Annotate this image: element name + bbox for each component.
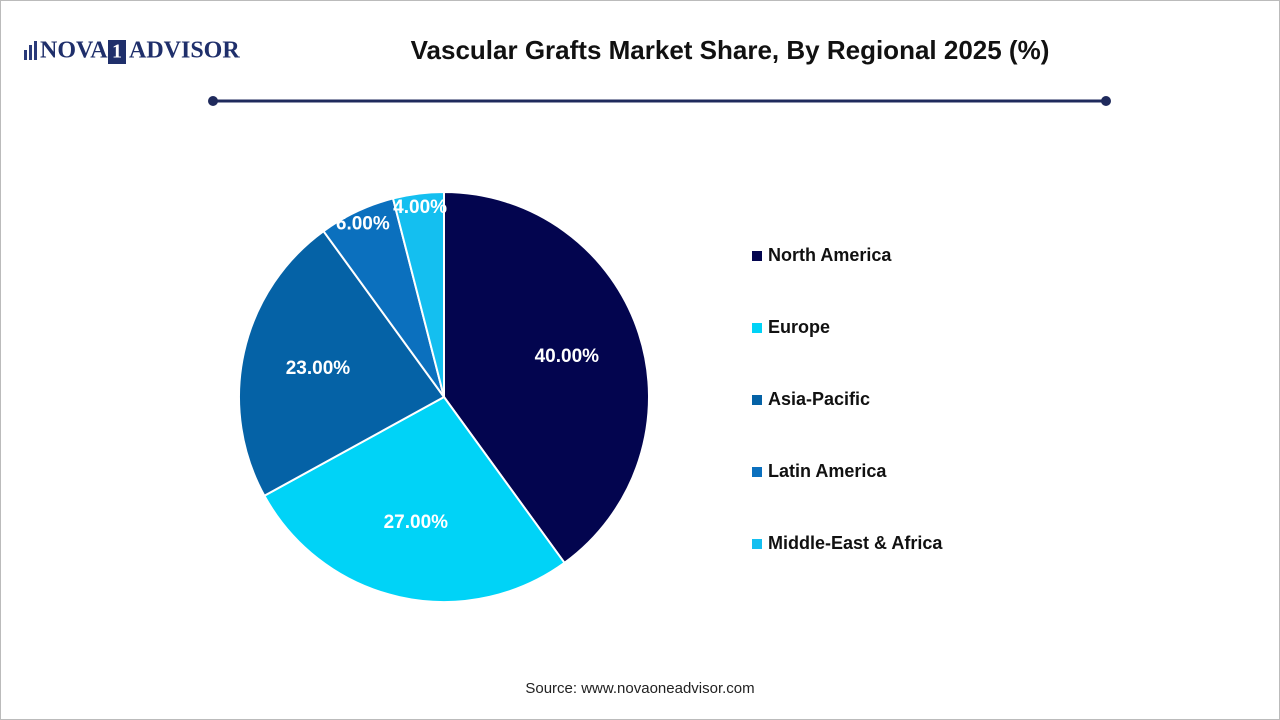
logo-text: NOVA xyxy=(40,38,108,64)
source-note: Source: www.novaoneadvisor.com xyxy=(525,680,754,697)
legend-label: Middle-East & Africa xyxy=(768,533,943,553)
pie-slice xyxy=(262,395,566,603)
logo-text: 1 xyxy=(112,41,122,63)
rule-dot xyxy=(208,96,218,106)
legend-label: Latin America xyxy=(768,461,887,481)
data-label: 23.00% xyxy=(286,358,351,379)
pie-slice xyxy=(238,229,446,498)
data-label: 4.00% xyxy=(393,197,447,218)
data-label: 40.00% xyxy=(535,346,600,367)
data-label: 27.00% xyxy=(384,512,449,533)
legend-swatch xyxy=(752,539,762,549)
logo-bar xyxy=(29,45,32,60)
logo: NOVA 1 ADVISOR xyxy=(24,38,240,64)
logo-bar xyxy=(24,50,27,60)
legend-swatch xyxy=(752,323,762,333)
pie-slice xyxy=(443,190,650,565)
legend-swatch xyxy=(752,395,762,405)
data-label: 6.00% xyxy=(336,214,390,235)
rule-dot xyxy=(1101,96,1111,106)
logo-text: ADVISOR xyxy=(129,38,240,64)
legend-swatch xyxy=(752,467,762,477)
legend-swatch xyxy=(752,251,762,261)
logo-bar xyxy=(34,41,37,60)
logo-box xyxy=(108,40,126,64)
legend-label: Asia-Pacific xyxy=(768,389,870,409)
legend-label: Europe xyxy=(768,317,830,337)
legend-label: North America xyxy=(768,245,892,265)
chart-title: Vascular Grafts Market Share, By Regiona… xyxy=(411,35,1050,65)
pie-slice xyxy=(391,190,445,398)
